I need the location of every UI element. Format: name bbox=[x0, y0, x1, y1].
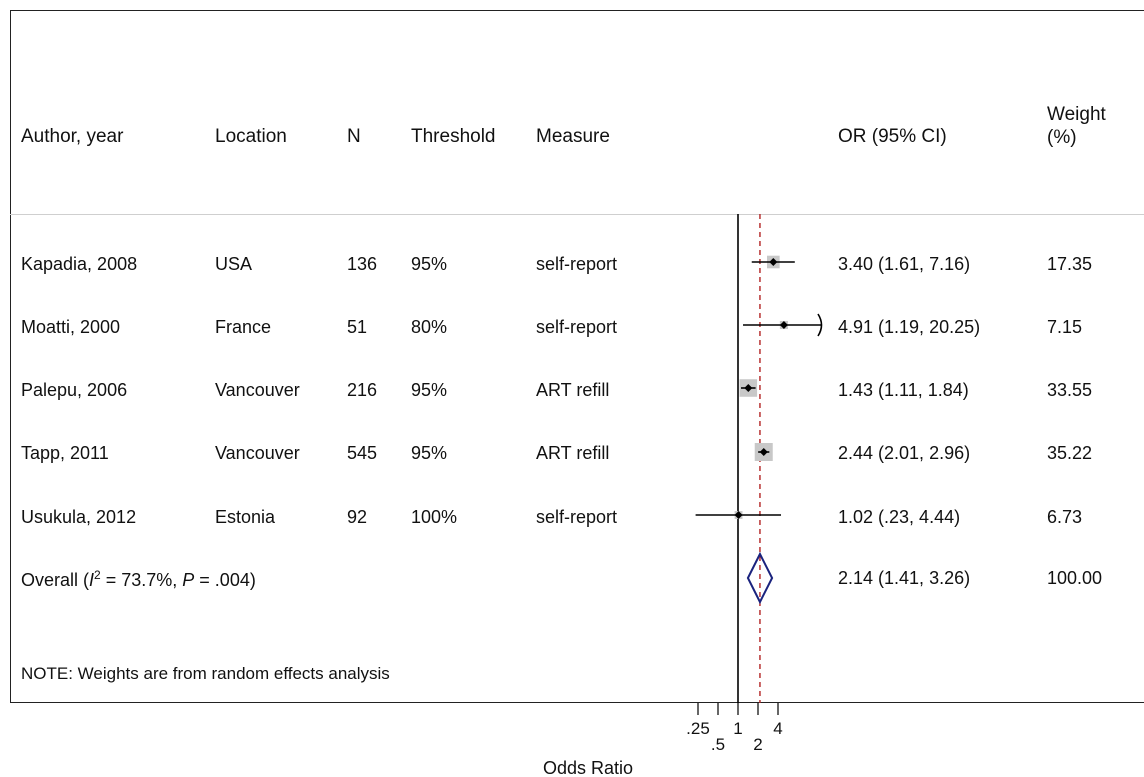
study-or-ci: 4.91 (1.19, 20.25) bbox=[838, 317, 981, 337]
study-threshold: 95% bbox=[411, 254, 448, 274]
header-author: Author, year bbox=[21, 126, 124, 147]
p-symbol: P bbox=[182, 570, 195, 590]
study-author: Tapp, 2011 bbox=[21, 443, 109, 463]
study-author: Palepu, 2006 bbox=[21, 380, 128, 400]
overall-label: Overall (I2 = 73.7%, P = .004) bbox=[21, 568, 256, 591]
study-weight: 7.15 bbox=[1047, 317, 1083, 337]
study-or-ci: 1.43 (1.11, 1.84) bbox=[838, 380, 969, 400]
study-threshold: 95% bbox=[411, 443, 448, 463]
header-measure: Measure bbox=[536, 126, 610, 147]
study-measure: ART refill bbox=[536, 443, 610, 463]
header-or-ci: OR (95% CI) bbox=[838, 126, 947, 147]
study-or-ci: 2.44 (2.01, 2.96) bbox=[838, 443, 971, 463]
study-measure: self-report bbox=[536, 254, 618, 274]
header-divider bbox=[10, 214, 1144, 215]
study-measure: self-report bbox=[536, 507, 618, 527]
study-location: Estonia bbox=[215, 507, 276, 527]
study-location: Vancouver bbox=[215, 380, 300, 400]
header-location: Location bbox=[215, 126, 287, 147]
overall-label-end: = .004) bbox=[194, 570, 256, 590]
overall-label-prefix: Overall ( bbox=[21, 570, 90, 590]
x-axis-label: Odds Ratio bbox=[543, 758, 633, 777]
study-n: 216 bbox=[347, 380, 378, 400]
study-or-ci: 3.40 (1.61, 7.16) bbox=[838, 254, 971, 274]
header-weight-unit: (%) bbox=[1047, 127, 1077, 148]
study-or-ci: 1.02 (.23, 4.44) bbox=[838, 507, 961, 527]
header-threshold: Threshold bbox=[411, 126, 496, 147]
x-tick-label: .5 bbox=[711, 735, 725, 754]
study-author: Kapadia, 2008 bbox=[21, 254, 138, 274]
study-location: France bbox=[215, 317, 272, 337]
study-location: USA bbox=[215, 254, 253, 274]
i-squared-exponent: 2 bbox=[94, 568, 101, 582]
footnote: NOTE: Weights are from random effects an… bbox=[21, 664, 390, 683]
study-author: Moatti, 2000 bbox=[21, 317, 121, 337]
header-weight: Weight bbox=[1047, 104, 1106, 125]
study-n: 51 bbox=[347, 317, 368, 337]
x-tick-label: 1 bbox=[733, 719, 742, 738]
study-n: 92 bbox=[347, 507, 368, 527]
study-threshold: 95% bbox=[411, 380, 448, 400]
study-measure: self-report bbox=[536, 317, 618, 337]
overall-label-mid: = 73.7%, bbox=[100, 570, 183, 590]
study-n: 136 bbox=[347, 254, 378, 274]
x-tick-label: .25 bbox=[686, 719, 710, 738]
study-weight: 35.22 bbox=[1047, 443, 1093, 463]
study-weight: 6.73 bbox=[1047, 507, 1083, 527]
overall-weight: 100.00 bbox=[1047, 568, 1103, 588]
study-threshold: 100% bbox=[411, 507, 458, 527]
x-tick-label: 2 bbox=[753, 735, 762, 754]
x-tick-label: 4 bbox=[773, 719, 782, 738]
study-n: 545 bbox=[347, 443, 378, 463]
overall-or-ci: 2.14 (1.41, 3.26) bbox=[838, 568, 971, 588]
forest-plot-frame bbox=[10, 10, 1144, 703]
study-location: Vancouver bbox=[215, 443, 300, 463]
study-measure: ART refill bbox=[536, 380, 610, 400]
i-squared-symbol: I bbox=[89, 570, 95, 590]
study-author: Usukula, 2012 bbox=[21, 507, 137, 527]
study-weight: 33.55 bbox=[1047, 380, 1093, 400]
header-n: N bbox=[347, 126, 361, 147]
study-threshold: 80% bbox=[411, 317, 448, 337]
study-weight: 17.35 bbox=[1047, 254, 1093, 274]
